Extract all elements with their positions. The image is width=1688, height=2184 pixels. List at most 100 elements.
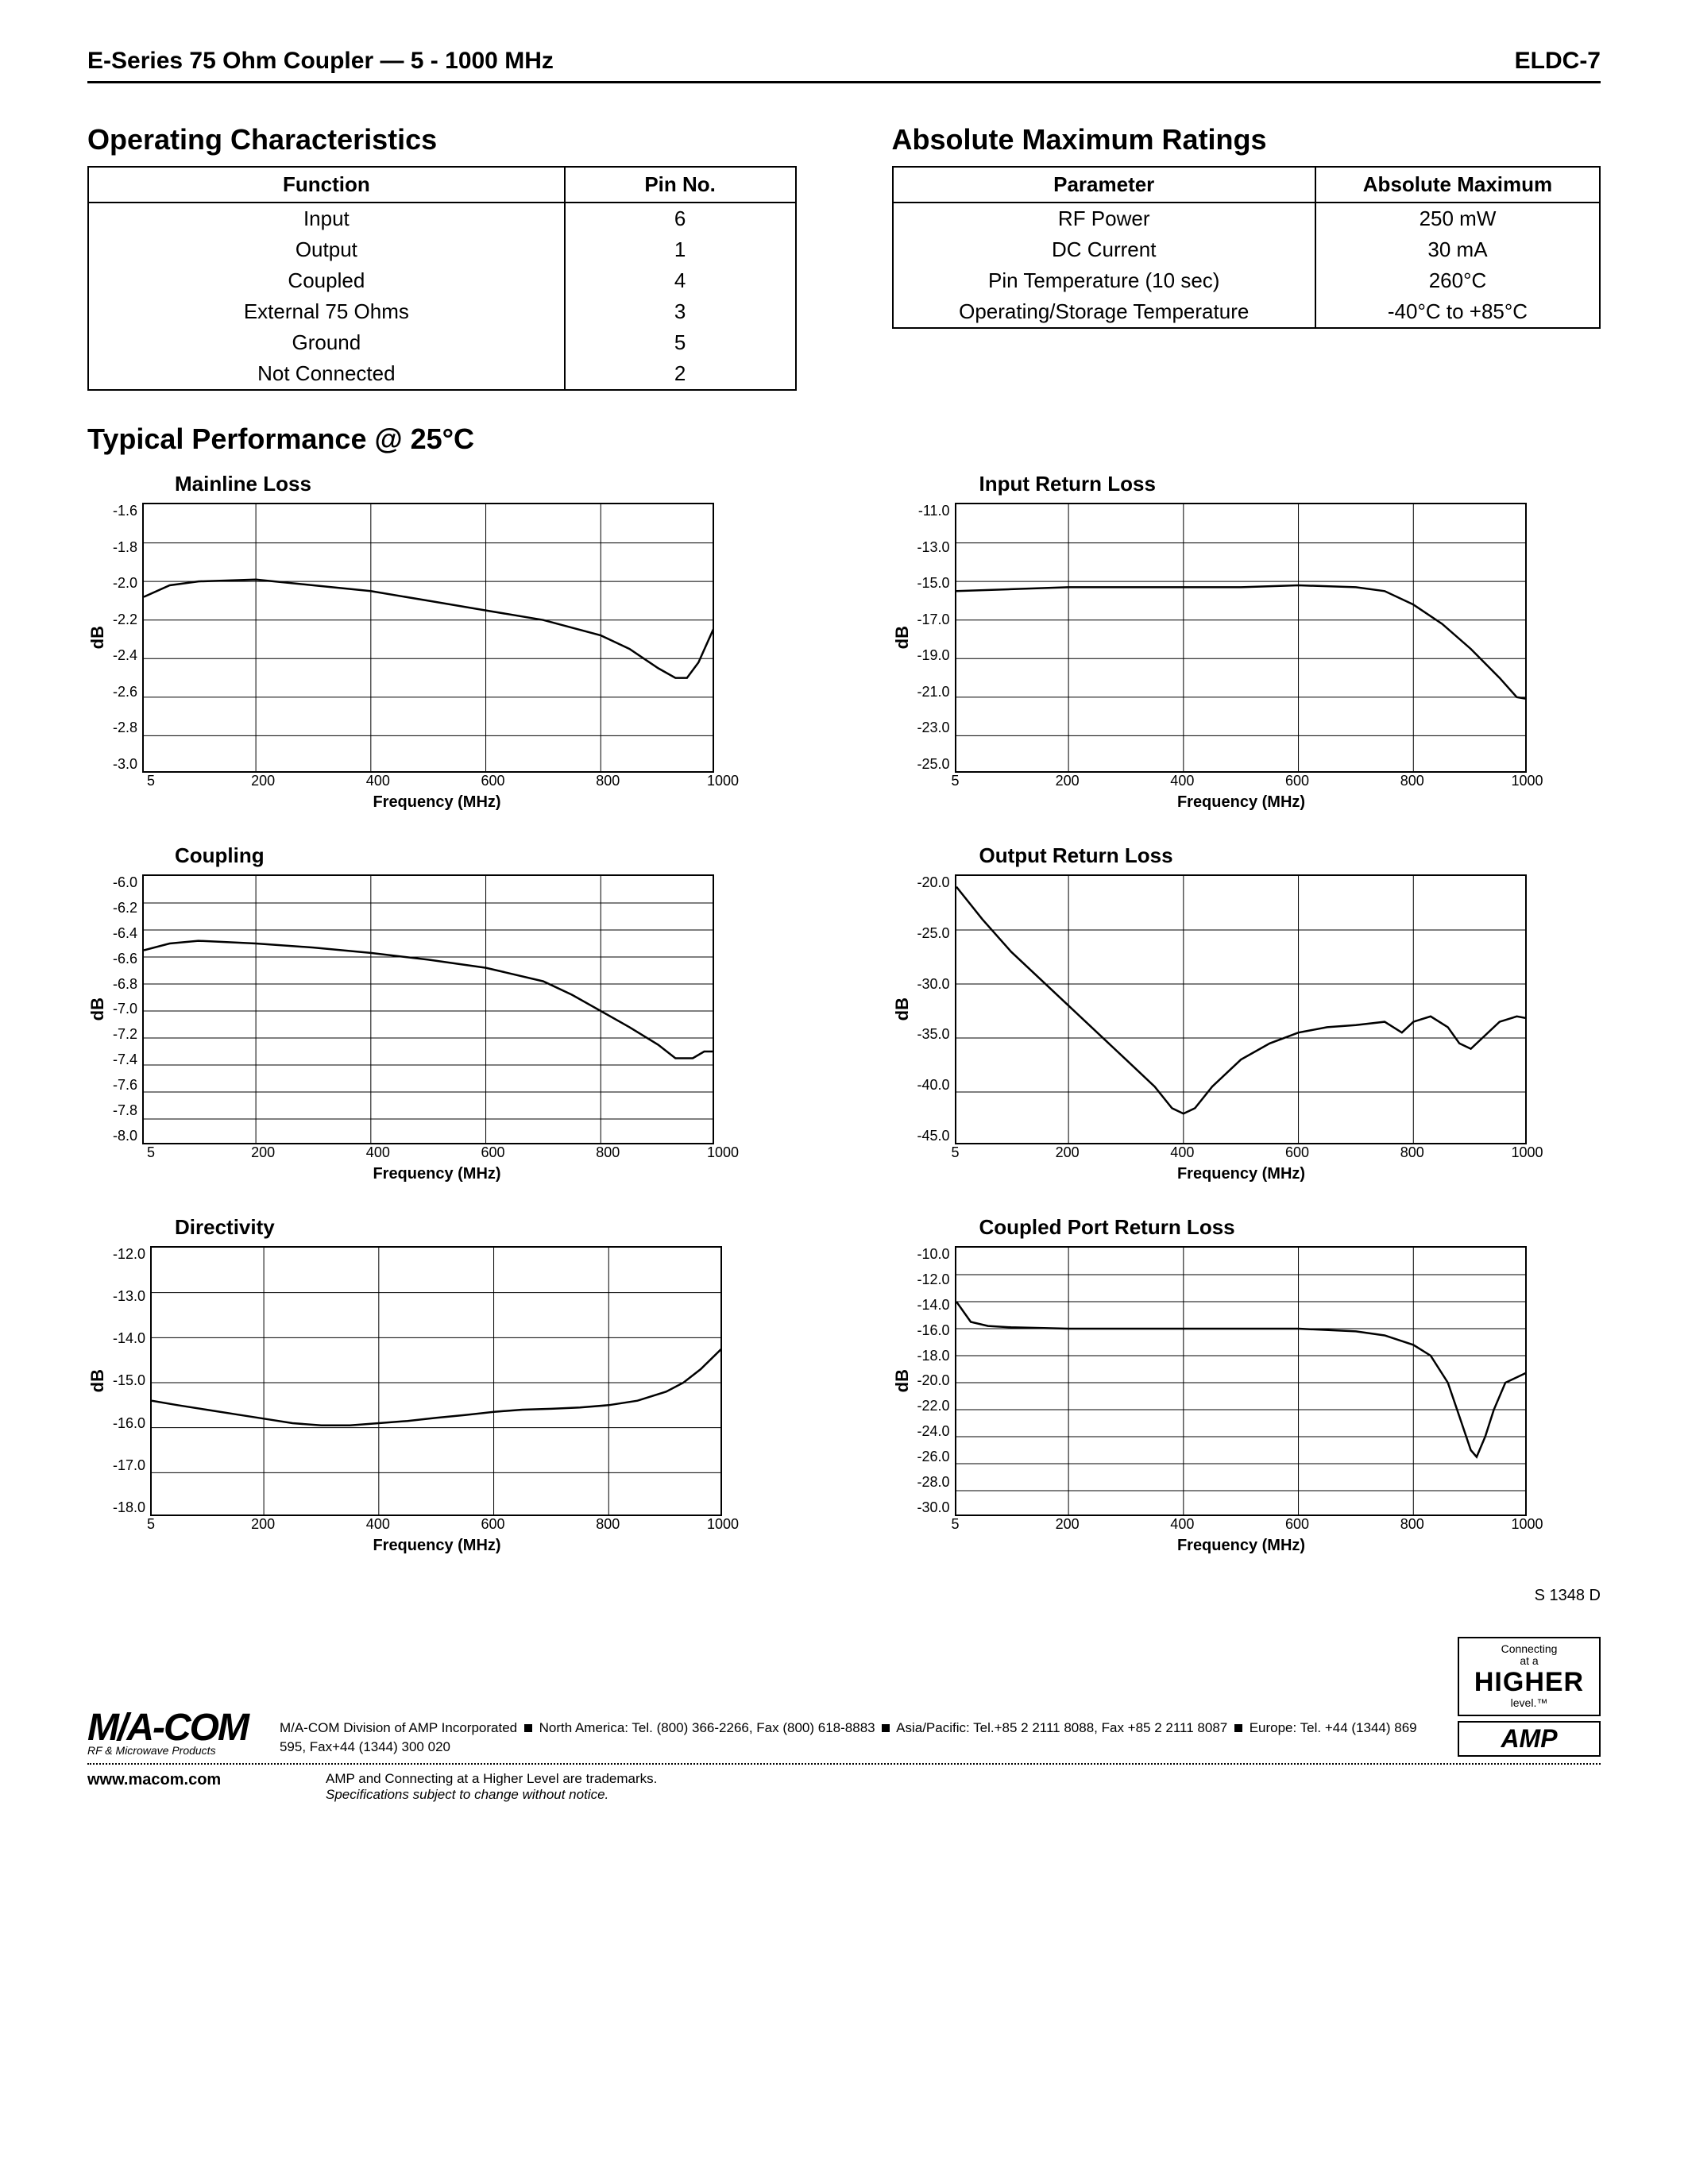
table-cell: 3 <box>565 296 796 327</box>
y-tick-label: -18.0 <box>113 1499 145 1516</box>
table-cell: Operating/Storage Temperature <box>893 296 1315 328</box>
absmax-col: Absolute Maximum Ratings Parameter Absol… <box>892 123 1601 391</box>
y-tick-label: -30.0 <box>917 1499 950 1516</box>
y-tick-label: -13.0 <box>917 539 950 556</box>
y-tick-label: -15.0 <box>113 1372 145 1389</box>
x-tick-label: 1000 <box>1511 1144 1543 1161</box>
chart-wrap: dB-20.0-25.0-30.0-35.0-40.0-45.0 <box>892 874 1601 1144</box>
chart-wrap: dB-12.0-13.0-14.0-15.0-16.0-17.0-18.0 <box>87 1246 797 1516</box>
table-row: Output1 <box>88 234 796 265</box>
y-tick-label: -18.0 <box>917 1348 950 1364</box>
y-tick-label: -12.0 <box>917 1271 950 1288</box>
tables-row: Operating Characteristics Function Pin N… <box>87 123 1601 391</box>
x-axis-label: Frequency (MHz) <box>151 1537 723 1555</box>
opchar-col: Operating Characteristics Function Pin N… <box>87 123 797 391</box>
chart-block: Mainline LossdB-1.6-1.8-2.0-2.2-2.4-2.6-… <box>87 472 797 812</box>
y-tick-label: -40.0 <box>917 1077 950 1094</box>
y-tick-label: -2.6 <box>113 684 137 700</box>
chart-title: Output Return Loss <box>979 843 1601 868</box>
y-tick-label: -17.0 <box>917 612 950 628</box>
amp-logo: AMP <box>1458 1721 1601 1757</box>
table-cell: Pin Temperature (10 sec) <box>893 265 1315 296</box>
perf-title: Typical Performance @ 25°C <box>87 423 1601 456</box>
chart-block: Output Return LossdB-20.0-25.0-30.0-35.0… <box>892 843 1601 1183</box>
x-tick-label: 400 <box>366 1516 390 1533</box>
absmax-th-0: Parameter <box>893 167 1315 203</box>
x-tick-label: 200 <box>251 773 275 789</box>
table-cell: -40°C to +85°C <box>1315 296 1600 328</box>
y-tick-label: -14.0 <box>917 1297 950 1314</box>
x-ticks: 52004006008001000 <box>151 773 723 790</box>
chart-block: CouplingdB-6.0-6.2-6.4-6.6-6.8-7.0-7.2-7… <box>87 843 797 1183</box>
footer-www: www.macom.com <box>87 1771 294 1803</box>
table-row: Not Connected2 <box>88 358 796 390</box>
y-tick-label: -3.0 <box>113 756 137 773</box>
y-tick-label: -15.0 <box>917 575 950 592</box>
x-tick-label: 5 <box>951 773 959 789</box>
y-tick-label: -1.6 <box>113 503 137 519</box>
x-tick-label: 600 <box>481 1144 505 1161</box>
table-row: Input6 <box>88 203 796 234</box>
chart-line <box>152 1347 722 1426</box>
chart-line <box>144 941 714 1059</box>
x-ticks: 52004006008001000 <box>956 1516 1528 1534</box>
y-tick-label: -11.0 <box>917 503 950 519</box>
table-cell: DC Current <box>893 234 1315 265</box>
amp-higher: HIGHER <box>1467 1668 1591 1697</box>
chart-block: DirectivitydB-12.0-13.0-14.0-15.0-16.0-1… <box>87 1215 797 1555</box>
y-ticks: -1.6-1.8-2.0-2.2-2.4-2.6-2.8-3.0 <box>113 503 137 773</box>
x-tick-label: 5 <box>147 773 155 789</box>
chart-title: Mainline Loss <box>175 472 797 496</box>
square-bullet-icon <box>524 1724 532 1732</box>
x-tick-label: 600 <box>1285 1144 1309 1161</box>
table-cell: 2 <box>565 358 796 390</box>
chart-plot <box>142 874 714 1144</box>
x-tick-label: 1000 <box>707 1144 739 1161</box>
macom-logo-block: M/A-COM RF & Microwave Products <box>87 1709 248 1757</box>
spacer <box>892 773 956 790</box>
chart-title: Input Return Loss <box>979 472 1601 496</box>
y-axis-label: dB <box>892 1369 913 1392</box>
y-tick-label: -20.0 <box>917 874 950 891</box>
x-ticks-outer: 52004006008001000 <box>87 1516 797 1534</box>
x-ticks-outer: 52004006008001000 <box>87 1144 797 1162</box>
table-row: DC Current30 mA <box>893 234 1601 265</box>
x-axis-label: Frequency (MHz) <box>151 1165 723 1183</box>
trademark-1: AMP and Connecting at a Higher Level are… <box>326 1771 1601 1787</box>
x-tick-label: 800 <box>596 1144 620 1161</box>
x-tick-label: 1000 <box>707 1516 739 1533</box>
chart-wrap: dB-1.6-1.8-2.0-2.2-2.4-2.6-2.8-3.0 <box>87 503 797 773</box>
table-cell: Coupled <box>88 265 565 296</box>
x-tick-label: 200 <box>1056 1516 1080 1533</box>
footer-trademark: AMP and Connecting at a Higher Level are… <box>326 1771 1601 1803</box>
chart-line <box>144 580 714 678</box>
y-tick-label: -20.0 <box>917 1372 950 1389</box>
y-tick-label: -23.0 <box>917 720 950 736</box>
table-cell: 6 <box>565 203 796 234</box>
absmax-title: Absolute Maximum Ratings <box>892 123 1601 156</box>
y-ticks: -10.0-12.0-14.0-16.0-18.0-20.0-22.0-24.0… <box>917 1246 950 1516</box>
header-bar: E-Series 75 Ohm Coupler — 5 - 1000 MHz E… <box>87 48 1601 83</box>
x-tick-label: 600 <box>1285 773 1309 789</box>
x-tick-label: 800 <box>1400 1516 1424 1533</box>
chart-line <box>956 1302 1527 1457</box>
x-tick-label: 400 <box>1170 773 1194 789</box>
y-tick-label: -2.0 <box>113 575 137 592</box>
chart-wrap: dB-10.0-12.0-14.0-16.0-18.0-20.0-22.0-24… <box>892 1246 1601 1516</box>
y-tick-label: -17.0 <box>113 1457 145 1474</box>
absmax-table: Parameter Absolute Maximum RF Power250 m… <box>892 166 1601 329</box>
charts-grid: Mainline LossdB-1.6-1.8-2.0-2.2-2.4-2.6-… <box>87 472 1601 1555</box>
y-tick-label: -6.8 <box>113 976 137 993</box>
chart-block: Input Return LossdB-11.0-13.0-15.0-17.0-… <box>892 472 1601 812</box>
spacer <box>87 1516 151 1534</box>
opchar-th-0: Function <box>88 167 565 203</box>
table-row: RF Power250 mW <box>893 203 1601 234</box>
y-tick-label: -6.2 <box>113 900 137 916</box>
table-row: Coupled4 <box>88 265 796 296</box>
y-tick-label: -25.0 <box>917 925 950 942</box>
y-tick-label: -2.4 <box>113 647 137 664</box>
chart-title: Directivity <box>175 1215 797 1240</box>
y-tick-label: -35.0 <box>917 1026 950 1043</box>
y-tick-label: -22.0 <box>917 1398 950 1414</box>
x-tick-label: 200 <box>251 1516 275 1533</box>
